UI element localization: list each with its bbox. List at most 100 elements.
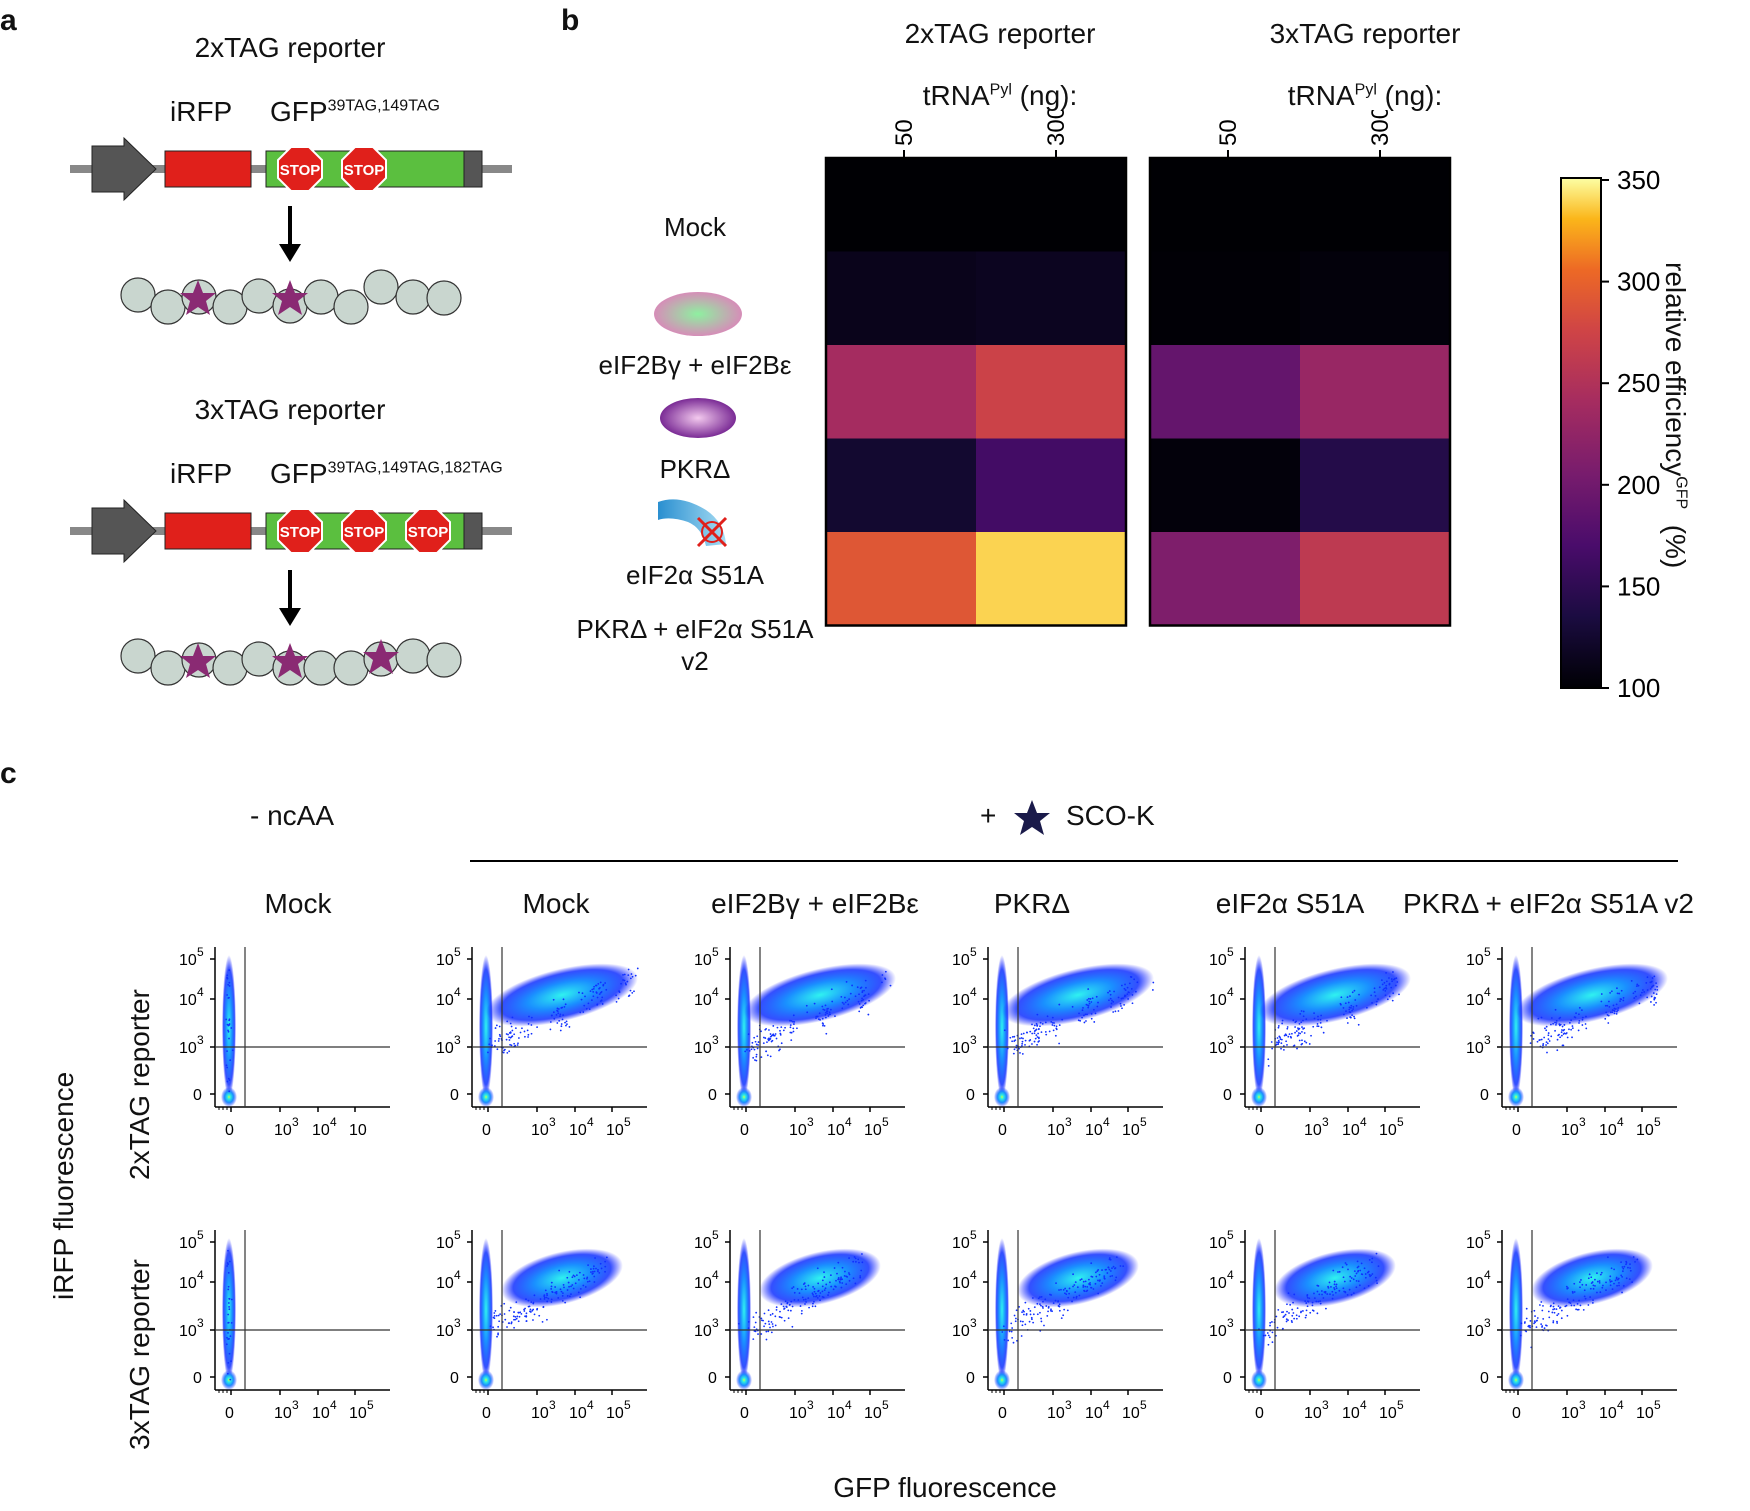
event-dot	[526, 1029, 529, 1032]
event-dot	[821, 1005, 824, 1008]
event-dot	[1031, 1032, 1034, 1035]
event-dot	[565, 1020, 568, 1023]
reporter3-construct: STOP STOP STOP	[70, 498, 512, 564]
event-dot	[226, 1372, 229, 1375]
panel-letter-a: a	[0, 4, 17, 37]
event-dot	[864, 994, 867, 997]
event-dot	[764, 1037, 767, 1039]
heatmap-cell	[1300, 438, 1451, 533]
event-dot	[505, 1038, 508, 1041]
heatmap-frame	[824, 156, 1128, 627]
event-dot	[1347, 1268, 1349, 1271]
event-dot	[1287, 1319, 1289, 1322]
x-tick-exponent: 3	[1065, 1398, 1072, 1412]
event-dot	[769, 1314, 772, 1316]
x-tick-label: 0	[1255, 1405, 1264, 1422]
protein-chain-3x	[120, 638, 462, 686]
y-tick-exponent: 5	[970, 945, 977, 959]
event-dot	[1340, 996, 1343, 999]
event-dot	[1385, 971, 1387, 974]
event-dot	[1049, 1293, 1051, 1296]
event-dot	[1316, 1312, 1319, 1315]
event-dot	[756, 1047, 759, 1050]
event-dot	[1607, 1014, 1610, 1017]
event-dot	[503, 1048, 506, 1051]
event-dot	[1298, 1315, 1301, 1318]
event-dot	[1109, 997, 1112, 1000]
cross-icon	[696, 516, 728, 548]
event-dot	[227, 1077, 230, 1080]
y-tick-exponent: 4	[712, 1268, 719, 1282]
event-dot	[1090, 1001, 1093, 1003]
event-dot	[1584, 1297, 1587, 1300]
event-dot	[552, 998, 555, 1001]
event-dot	[1333, 1286, 1335, 1289]
event-dot	[1054, 1299, 1057, 1302]
event-dot	[1324, 1290, 1327, 1293]
event-dot	[1568, 1021, 1571, 1024]
event-dot	[1028, 1320, 1031, 1323]
event-dot	[1307, 1300, 1310, 1303]
event-dot	[848, 1273, 851, 1276]
event-dot	[605, 988, 608, 991]
event-dot	[771, 1323, 774, 1325]
y-tick-label: 10	[1466, 952, 1484, 969]
event-dot	[595, 1267, 597, 1270]
event-dot	[1394, 984, 1397, 987]
event-dot	[762, 1319, 764, 1322]
event-dot	[845, 1283, 848, 1286]
event-dot	[604, 1270, 606, 1273]
event-dot	[1082, 1007, 1084, 1009]
event-dot	[815, 1015, 818, 1018]
event-dot	[1571, 1025, 1574, 1027]
event-dot	[551, 1291, 554, 1294]
event-dot	[561, 1018, 564, 1021]
density-column	[222, 955, 236, 1099]
event-dot	[754, 1321, 757, 1324]
event-dot	[1650, 995, 1653, 998]
event-dot	[1570, 1028, 1573, 1031]
event-dot	[1606, 1256, 1609, 1259]
event-dot	[1653, 1004, 1656, 1006]
event-dot	[1290, 1036, 1293, 1039]
event-dot	[1129, 975, 1132, 978]
event-dot	[1297, 1034, 1300, 1037]
event-dot	[225, 1018, 228, 1021]
event-dot	[583, 1004, 586, 1007]
event-dot	[512, 1315, 515, 1318]
event-dot	[1311, 1304, 1314, 1307]
event-dot	[1266, 1332, 1269, 1334]
event-dot	[1022, 1032, 1025, 1035]
x-tick-exponent: 3	[1065, 1115, 1072, 1129]
event-dot	[227, 1321, 230, 1324]
event-dot	[1013, 1040, 1016, 1042]
event-dot	[1131, 994, 1134, 996]
event-dot	[1267, 1343, 1270, 1346]
event-dot	[1592, 1287, 1595, 1290]
event-dot	[513, 1033, 516, 1036]
event-dot	[1330, 1286, 1332, 1288]
event-dot	[1286, 1026, 1289, 1028]
heatmap-cell	[976, 345, 1127, 439]
x-tick-exponent: 5	[1397, 1115, 1404, 1129]
x-tick-label: 0	[740, 1122, 749, 1139]
event-dot	[1267, 1058, 1270, 1061]
event-dot	[804, 1303, 806, 1305]
event-dot	[557, 1012, 560, 1015]
event-dot	[1357, 1023, 1360, 1026]
event-dot	[847, 1272, 850, 1274]
event-dot	[757, 1333, 759, 1335]
event-dot	[796, 1288, 799, 1290]
event-dot	[786, 1302, 789, 1305]
flow-scatter	[478, 955, 639, 1107]
event-dot	[592, 991, 595, 993]
event-dot	[227, 1302, 230, 1304]
event-dot	[1088, 1000, 1091, 1003]
event-dot	[1081, 1016, 1083, 1019]
event-dot	[510, 1044, 513, 1047]
event-dot	[1347, 1001, 1350, 1004]
event-dot	[1316, 1023, 1319, 1025]
event-dot	[1087, 1278, 1090, 1281]
event-dot	[863, 989, 865, 992]
